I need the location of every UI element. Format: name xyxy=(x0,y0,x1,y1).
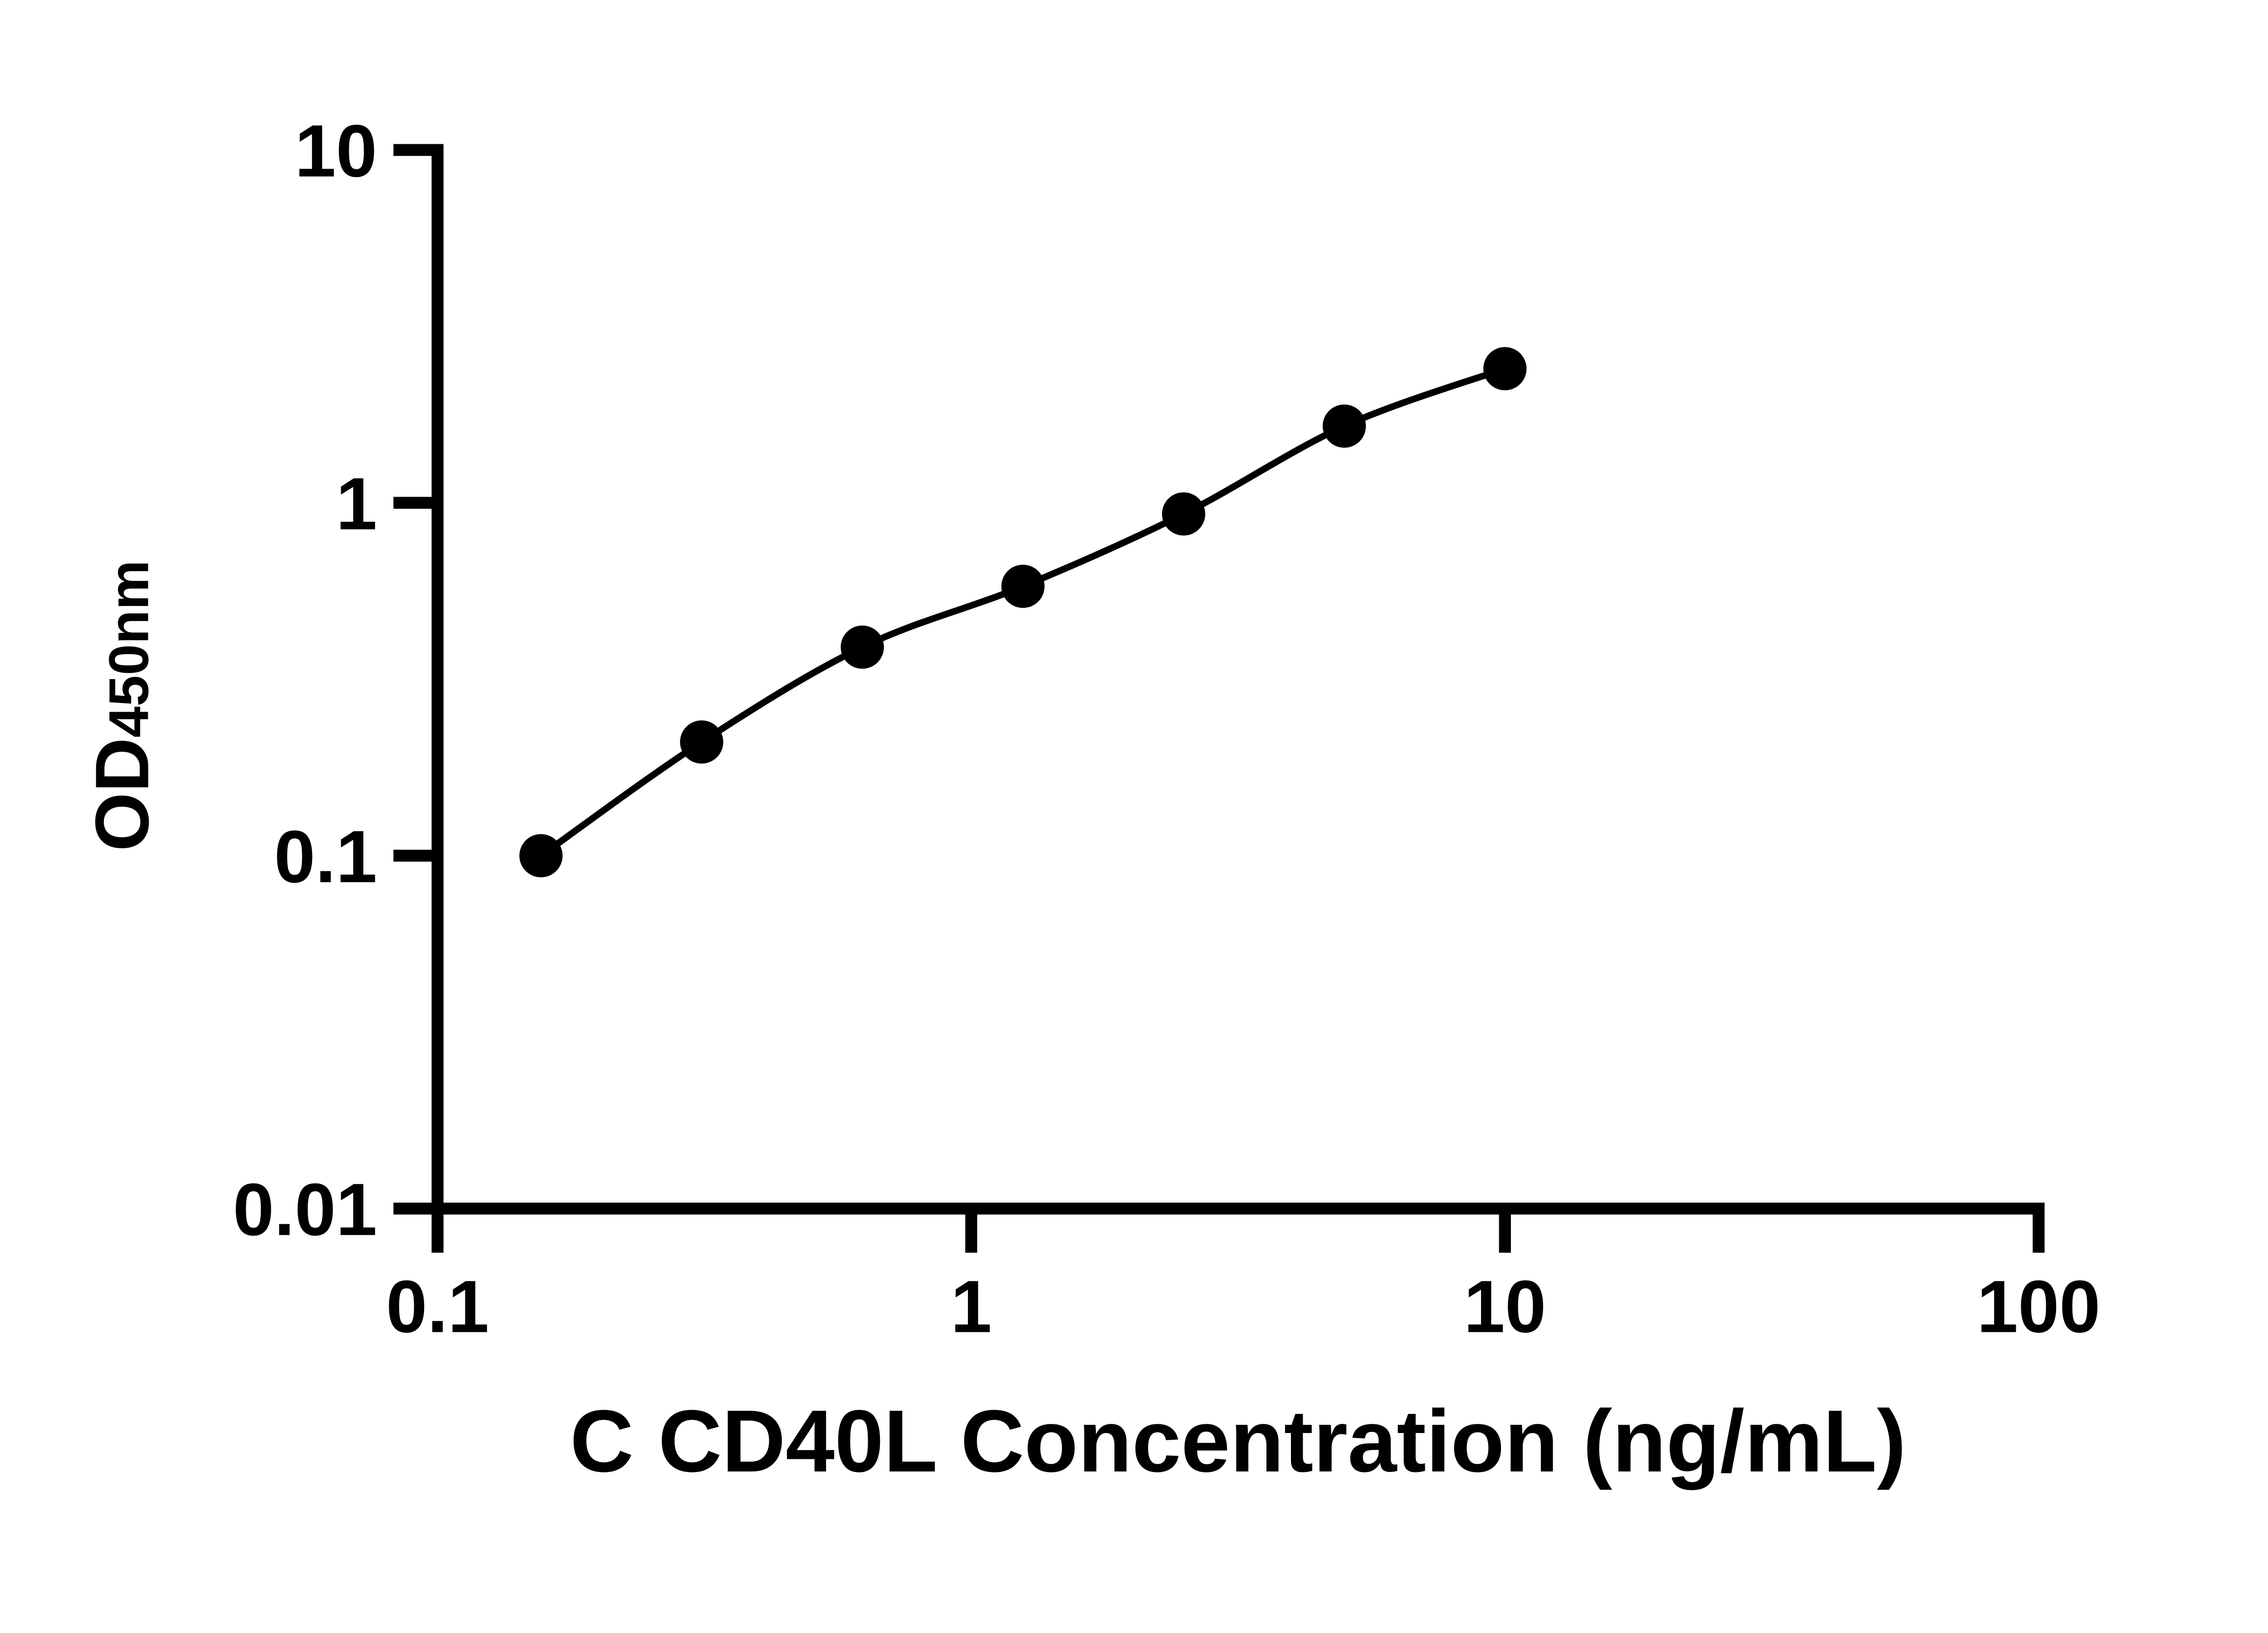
x-tick-label: 10 xyxy=(1464,1265,1546,1348)
fit-curve-path xyxy=(539,365,1506,859)
data-point xyxy=(680,720,723,764)
y-tick-label: 1 xyxy=(336,462,377,545)
y-axis-title-main: OD xyxy=(80,738,165,851)
x-axis-title: C CD40L Concentration (ng/mL) xyxy=(570,1392,1906,1491)
y-axis-title-subscript: 450nm xyxy=(98,560,161,738)
fit-curve xyxy=(539,365,1506,859)
y-axis-title: OD450nm xyxy=(80,560,165,851)
x-tick-label: 1 xyxy=(951,1265,992,1348)
data-point xyxy=(1483,347,1527,391)
axes xyxy=(431,144,2045,1215)
data-point xyxy=(519,834,563,878)
x-tick-label: 100 xyxy=(1977,1265,2101,1348)
y-tick-label: 0.1 xyxy=(274,815,377,898)
x-tick-label: 0.1 xyxy=(386,1265,489,1348)
y-tick-label: 0.01 xyxy=(233,1168,377,1251)
data-point xyxy=(1322,404,1366,448)
axis-ticks xyxy=(393,144,2045,1253)
elisa-standard-curve-figure: 0.01 0.1 1 10 0.1 1 10 100 C CD40L Concentratio… xyxy=(80,109,2101,1491)
data-point xyxy=(841,625,884,669)
y-tick-label: 10 xyxy=(295,109,377,192)
data-point xyxy=(1162,492,1206,536)
data-point xyxy=(1001,564,1045,608)
data-points xyxy=(519,347,1527,878)
